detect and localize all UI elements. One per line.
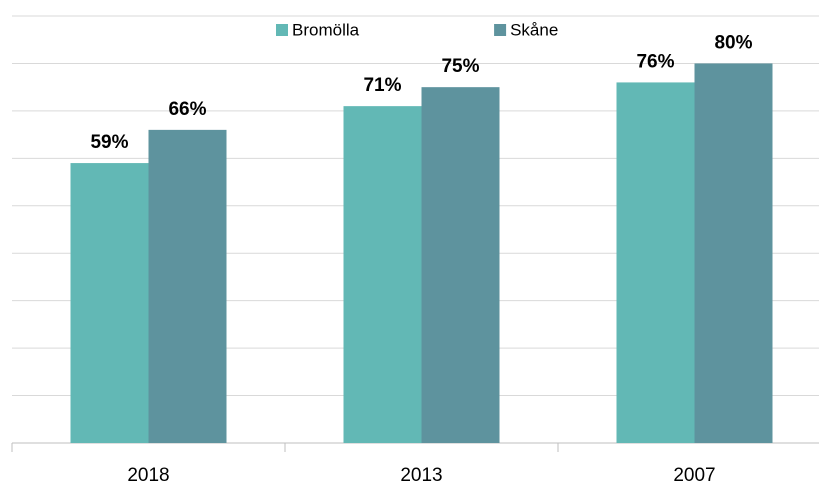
legend-label: Bromölla (292, 20, 360, 39)
bar (148, 129, 227, 443)
bar (70, 163, 149, 444)
bar (343, 106, 422, 444)
data-label: 75% (441, 56, 479, 77)
x-tick-label: 2018 (127, 465, 169, 486)
data-label: 71% (363, 75, 401, 96)
bar (694, 63, 773, 443)
data-label: 80% (714, 32, 752, 53)
bar (421, 87, 500, 444)
bar (616, 82, 695, 443)
legend-swatch (276, 24, 288, 36)
data-label: 59% (90, 132, 128, 153)
data-label: 66% (168, 99, 206, 120)
legend-label: Skåne (510, 20, 558, 39)
legend-swatch (494, 24, 507, 36)
x-tick-label: 2013 (400, 465, 442, 486)
x-tick-label: 2007 (673, 465, 715, 486)
data-label: 76% (636, 51, 674, 72)
